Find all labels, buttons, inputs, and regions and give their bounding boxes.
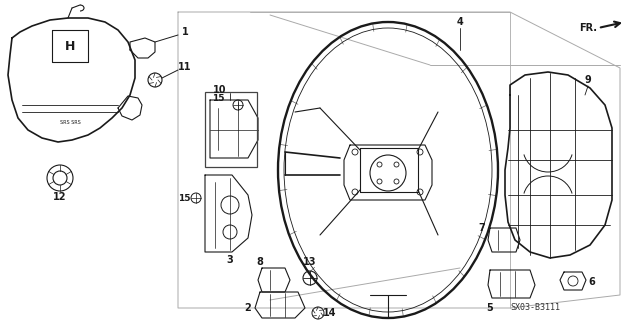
- Text: 12: 12: [54, 192, 67, 202]
- Text: 4: 4: [457, 17, 463, 27]
- Text: 8: 8: [257, 257, 264, 267]
- Text: 10: 10: [213, 85, 227, 95]
- Text: 3: 3: [227, 255, 233, 265]
- Text: SX03-B3111: SX03-B3111: [510, 303, 560, 313]
- Text: 13: 13: [303, 257, 317, 267]
- Text: 9: 9: [585, 75, 591, 85]
- Bar: [205, 92, 257, 167]
- Text: 15: 15: [211, 93, 224, 102]
- Text: 14: 14: [323, 308, 337, 318]
- Text: 5: 5: [487, 303, 494, 313]
- Text: 1: 1: [182, 27, 189, 37]
- Text: 7: 7: [478, 223, 485, 233]
- Text: SRS SRS: SRS SRS: [60, 119, 80, 124]
- Text: 15: 15: [178, 194, 190, 203]
- Text: H: H: [65, 39, 75, 52]
- Text: 6: 6: [589, 277, 596, 287]
- Text: 11: 11: [178, 62, 192, 72]
- Text: FR.: FR.: [579, 23, 597, 33]
- Text: 2: 2: [245, 303, 252, 313]
